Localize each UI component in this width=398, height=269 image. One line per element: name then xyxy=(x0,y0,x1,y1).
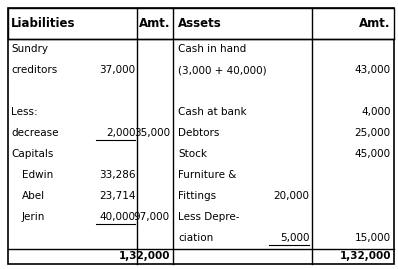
Text: Assets: Assets xyxy=(178,17,222,30)
Text: 15,000: 15,000 xyxy=(355,233,391,243)
Text: Liabilities: Liabilities xyxy=(11,17,76,30)
Text: 25,000: 25,000 xyxy=(355,128,391,139)
Text: 97,000: 97,000 xyxy=(134,212,170,222)
Text: Cash in hand: Cash in hand xyxy=(178,44,246,55)
Text: 43,000: 43,000 xyxy=(355,65,391,76)
Text: 4,000: 4,000 xyxy=(361,107,391,118)
Text: decrease: decrease xyxy=(11,128,59,139)
Text: Abel: Abel xyxy=(22,191,45,201)
Text: Stock: Stock xyxy=(178,149,207,160)
Text: Jerin: Jerin xyxy=(22,212,45,222)
Text: Fittings: Fittings xyxy=(178,191,216,201)
Text: (3,000 + 40,000): (3,000 + 40,000) xyxy=(178,65,267,76)
Text: 1,32,000: 1,32,000 xyxy=(119,251,170,261)
Text: 37,000: 37,000 xyxy=(99,65,135,76)
Text: 1,32,000: 1,32,000 xyxy=(339,251,391,261)
Text: Debtors: Debtors xyxy=(178,128,219,139)
Text: Amt.: Amt. xyxy=(359,17,391,30)
Text: Cash at bank: Cash at bank xyxy=(178,107,246,118)
Text: 2,000: 2,000 xyxy=(106,128,135,139)
Bar xyxy=(8,8,394,39)
Text: Capitals: Capitals xyxy=(11,149,53,160)
Text: Less:: Less: xyxy=(11,107,38,118)
Text: Furniture &: Furniture & xyxy=(178,170,236,180)
Text: Less Depre-: Less Depre- xyxy=(178,212,240,222)
Text: 5,000: 5,000 xyxy=(280,233,309,243)
Text: 40,000: 40,000 xyxy=(100,212,135,222)
Text: 45,000: 45,000 xyxy=(355,149,391,160)
Text: Edwin: Edwin xyxy=(22,170,53,180)
Text: ciation: ciation xyxy=(178,233,213,243)
Text: Amt.: Amt. xyxy=(139,17,170,30)
Text: 23,714: 23,714 xyxy=(99,191,135,201)
Text: Sundry: Sundry xyxy=(11,44,48,55)
Text: 35,000: 35,000 xyxy=(134,128,170,139)
Text: 20,000: 20,000 xyxy=(273,191,309,201)
Text: 33,286: 33,286 xyxy=(99,170,135,180)
Text: creditors: creditors xyxy=(11,65,57,76)
